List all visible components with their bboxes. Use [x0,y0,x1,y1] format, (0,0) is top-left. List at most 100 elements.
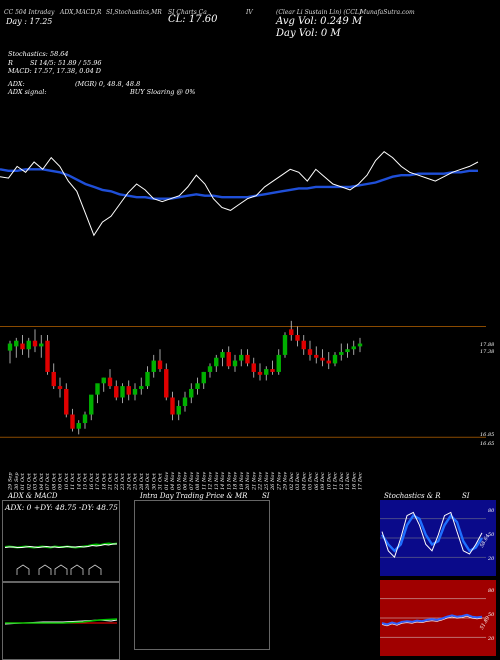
price-overlay-chart [0,151,479,237]
rsi-value: SI 14/5: 51.89 / 55.96 [30,59,102,67]
adx-marker [16,564,30,575]
date-tick-label: 31 Oct [158,472,164,490]
stoch-panel-si: SI [462,492,470,500]
date-tick-label: 21 Nov [251,472,257,491]
candle-body [207,366,213,372]
intraday-panel-si: SI [262,492,270,500]
candle-body [120,386,125,398]
stoch-tick-80: 80 [488,508,495,514]
price-axis-bottom: 16.85 [480,432,495,438]
candle [145,366,150,389]
candle [264,366,269,381]
candle [39,335,44,358]
adx-label: ADX: [8,80,25,88]
candle [307,340,313,361]
macd-panel [2,582,120,660]
candle [232,354,238,372]
candle [289,320,294,341]
date-tick-label: 20 Nov [245,472,251,491]
header-text-6: (Clear Li Sustain Lin) (CCL) [276,9,362,16]
candle-body [114,386,119,398]
candle-body [95,383,100,395]
stoch-series-line [381,511,483,559]
candle [51,363,56,389]
candle-body [301,340,306,350]
rsi-shadow-line [381,615,483,627]
candle-body [239,354,244,361]
candle [120,383,125,404]
candle [214,354,219,372]
candle-body [132,388,138,395]
candle [182,391,188,412]
date-tick-label: 17 Dec [358,472,364,490]
candle-body [14,340,19,347]
candle [201,371,206,389]
rsi-tick-20: 20 [488,636,495,642]
date-tick-label: 30 Oct [151,472,157,490]
stochastics-chart [380,511,486,559]
date-tick-label: 17 Oct [95,472,101,490]
candle [195,377,200,395]
candle [176,400,181,421]
candle [20,335,25,355]
date-tick-label: 06 Nov [183,472,189,490]
candle [32,329,38,353]
adx-values: (MGR) 0, 48.8, 48.8 [75,80,141,88]
date-tick-label: 12 Dec [339,472,345,490]
candle [226,346,231,370]
candle-body [220,352,225,358]
adx-marker [88,564,102,575]
date-tick-label: 04 Nov [170,472,176,490]
candle [301,335,306,355]
day-volume: Day Vol: 0 M [276,28,341,39]
candle-body [251,363,256,372]
date-tick-label: 10 Dec [326,472,332,490]
candle-body [176,406,181,415]
date-tick-label: 16 Oct [89,472,95,490]
date-tick-label: 05 Dec [308,472,314,490]
candle-body [51,371,56,387]
rsi-tick-80: 80 [488,588,495,594]
header-text-3: SI,Stochastics,MR [106,9,162,16]
day-change: Day : 17.25 [6,17,53,26]
candle [157,349,163,372]
date-tick-label: 29 Oct [145,472,151,491]
macd-chart [4,618,118,625]
candle-body [307,349,313,355]
candle-body [270,369,275,372]
candle-body [39,343,44,347]
date-tick-label: 09 Oct [58,472,64,490]
adx-readout: ADX: 0 +DY: 48.75 -DY: 48.75 [5,503,118,512]
candle-body [314,354,319,358]
candle [114,380,119,401]
candle [89,394,94,421]
candle [139,377,144,395]
candle [251,357,256,378]
candle [95,383,100,404]
candle [345,343,350,358]
candle-body [145,371,150,387]
rsi-tick-50: 50 [488,612,495,618]
date-axis: 29 Sep 30 Sep 01 Oct 02 Oct 03 Oct 04 Oct 07 O… [8,472,364,491]
candle-body [345,349,350,353]
candle-body [45,340,50,372]
candle [45,335,50,375]
date-tick-label: 11 Dec [333,472,339,490]
candle-body [76,423,81,429]
date-tick-label: 04 Oct [39,472,45,490]
candle-body [26,340,31,350]
date-tick-label: 15 Nov [226,472,232,490]
candle-body [170,397,175,415]
date-tick-label: 01 Nov [164,472,170,490]
adx-series-line [4,543,117,549]
date-tick-label: 02 Dec [289,472,295,490]
adx-panel: ADX: 0 +DY: 48.75 -DY: 48.75 [2,500,120,582]
rsi-chart [380,598,486,638]
candle-body [195,383,200,389]
candle-body [32,340,38,347]
ema-line [0,168,478,200]
candle [351,340,356,355]
candle-body [332,354,338,364]
candle [57,377,63,398]
candle-body [189,388,194,398]
